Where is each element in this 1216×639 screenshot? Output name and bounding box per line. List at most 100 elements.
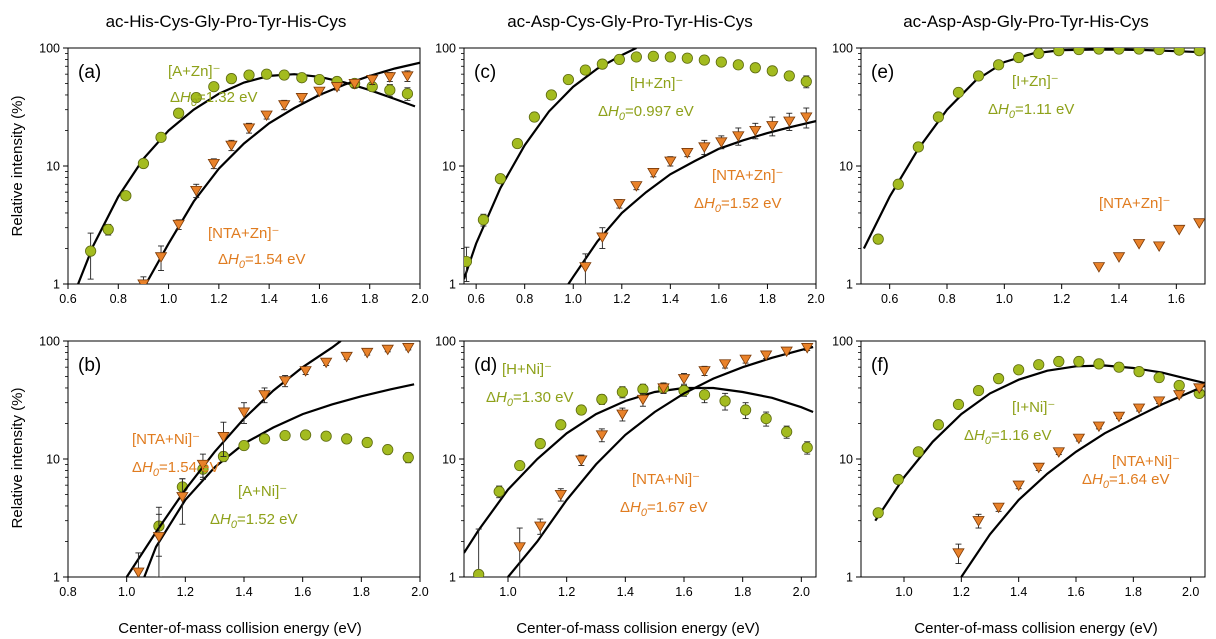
y-tick-label: 100: [39, 42, 60, 56]
data-point-c-0: [766, 65, 778, 77]
axes-frame-b: [67, 340, 421, 578]
data-point-c-0: [579, 64, 591, 76]
y-tick-label: 10: [839, 160, 853, 174]
data-point-f-0: [1153, 371, 1165, 384]
data-point-c-1: [630, 181, 643, 192]
data-point-b-0: [361, 436, 373, 449]
y-tick-label: 1: [846, 278, 853, 292]
data-point-d-1: [718, 359, 732, 370]
data-point-b-1: [381, 344, 394, 356]
plot-area-c: [464, 48, 816, 284]
y-tick-label: 100: [435, 42, 456, 56]
fit-curve-b-0: [143, 383, 415, 577]
data-point-f-0: [1093, 358, 1105, 370]
x-tick-label: 1.6: [675, 585, 692, 599]
data-point-d-0: [739, 404, 752, 416]
data-point-c-1: [596, 232, 609, 244]
x-tick-label: 2.0: [793, 585, 810, 599]
data-point-e-0: [1153, 48, 1165, 56]
series-label-b-1: [NTA+Ni]⁻: [132, 431, 200, 448]
y-tick-label: 1: [449, 278, 456, 292]
x-tick-label: 1.2: [558, 585, 575, 599]
data-point-b-0: [382, 444, 394, 456]
x-tick-label: 1.8: [759, 292, 776, 306]
x-tick-label: 0.8: [938, 292, 955, 306]
panel-label-a: (a): [78, 62, 101, 83]
data-point-e-0: [1033, 48, 1045, 59]
x-tick-label: 1.6: [294, 585, 311, 599]
data-point-b-1: [152, 532, 166, 543]
data-point-e-1: [1173, 224, 1186, 236]
y-tick-label: 100: [435, 335, 456, 349]
series-label-c-1: [NTA+Zn]⁻: [712, 167, 783, 184]
data-point-c-0: [800, 75, 812, 88]
data-point-f-0: [912, 446, 924, 458]
x-tick-label: 1.2: [177, 585, 194, 599]
panel-f: 1.0 1.2 1.4 1.6 1.8 2.0 1 10 100 (f) [I+Ni]⁻ ΔH0=1.…: [832, 335, 1206, 599]
data-point-a-0: [384, 84, 396, 96]
x-tick-label: 1.4: [617, 585, 634, 599]
data-point-a-1: [348, 78, 361, 90]
x-tick-label: 1.4: [260, 292, 277, 306]
data-point-f-0: [1073, 355, 1085, 368]
data-point-f-1: [1072, 433, 1086, 445]
data-point-e-0: [1113, 48, 1125, 55]
x-tick-label: 1.2: [613, 292, 630, 306]
data-point-a-1: [242, 123, 256, 134]
series-label-e-0: [I+Zn]⁻: [1012, 73, 1059, 90]
data-point-a-1: [207, 158, 221, 170]
x-tick-label: 1.0: [160, 292, 177, 306]
data-point-a-1: [137, 279, 150, 284]
data-point-c-0: [596, 58, 608, 70]
data-point-d-0: [596, 393, 608, 405]
data-point-b-1: [319, 357, 333, 369]
series-label-e-1: [NTA+Zn]⁻: [1099, 195, 1170, 212]
data-point-e-1: [1112, 252, 1126, 263]
data-point-d-0: [534, 438, 546, 450]
data-point-e-0: [892, 178, 904, 190]
x-axis-label-2: Center-of-mass collision energy (eV): [516, 620, 759, 637]
data-point-f-0: [1053, 355, 1065, 368]
data-point-c-0: [698, 54, 710, 66]
data-point-b-1: [361, 347, 374, 359]
x-tick-label: 0.8: [110, 292, 127, 306]
data-point-b-1: [299, 366, 312, 377]
data-point-e-0: [992, 59, 1005, 71]
panel-label-c: (c): [474, 62, 496, 83]
data-point-c-0: [647, 50, 659, 62]
data-point-a-0: [190, 91, 202, 104]
data-point-b-1: [340, 351, 353, 363]
data-point-d-0: [493, 485, 505, 498]
data-point-c-1: [783, 116, 796, 128]
data-point-c-1: [647, 168, 660, 179]
x-tick-label: 1.4: [1010, 585, 1027, 599]
data-point-c-0: [630, 51, 642, 63]
x-tick-label: 0.6: [467, 292, 484, 306]
x-tick-label: 0.6: [881, 292, 898, 306]
data-point-f-0: [1013, 364, 1025, 376]
panel-c: 0.6 0.8 1.0 1.2 1.4 1.6 1.8 2.0 1 10 100 (c) [H+Zn]⁻…: [435, 42, 825, 307]
panel-b: 0.8 1.0 1.2 1.4 1.6 1.8 2.0 1 10 100 (b) [A+Ni]⁻ ΔH0…: [39, 335, 429, 600]
data-point-a-0: [243, 69, 255, 81]
data-point-c-1: [613, 199, 626, 210]
data-point-a-0: [137, 157, 150, 170]
data-point-a-1: [313, 86, 326, 98]
series-label-a-0: [A+Zn]⁻: [168, 63, 221, 80]
data-point-c-0: [545, 89, 557, 101]
x-tick-label: 1.0: [118, 585, 135, 599]
data-point-c-0: [511, 137, 524, 150]
x-tick-label: 1.8: [353, 585, 370, 599]
data-point-f-0: [1173, 379, 1185, 392]
delta-h0-label-e-0: ΔH0=1.11 eV: [988, 101, 1074, 121]
data-point-e-1: [1193, 218, 1205, 229]
data-point-c-0: [715, 56, 727, 68]
column-title-3: ac-Asp-Asp-Gly-Pro-Tyr-His-Cys: [903, 12, 1149, 31]
data-point-e-0: [952, 86, 965, 99]
data-point-f-1: [1152, 396, 1166, 408]
x-axis-label-3: Center-of-mass collision energy (eV): [914, 620, 1157, 637]
data-point-b-0: [299, 429, 312, 441]
series-label-d-0: [H+Ni]⁻: [502, 361, 552, 378]
data-point-d-1: [698, 366, 711, 377]
data-point-a-0: [85, 245, 97, 257]
data-point-a-1: [154, 252, 168, 263]
